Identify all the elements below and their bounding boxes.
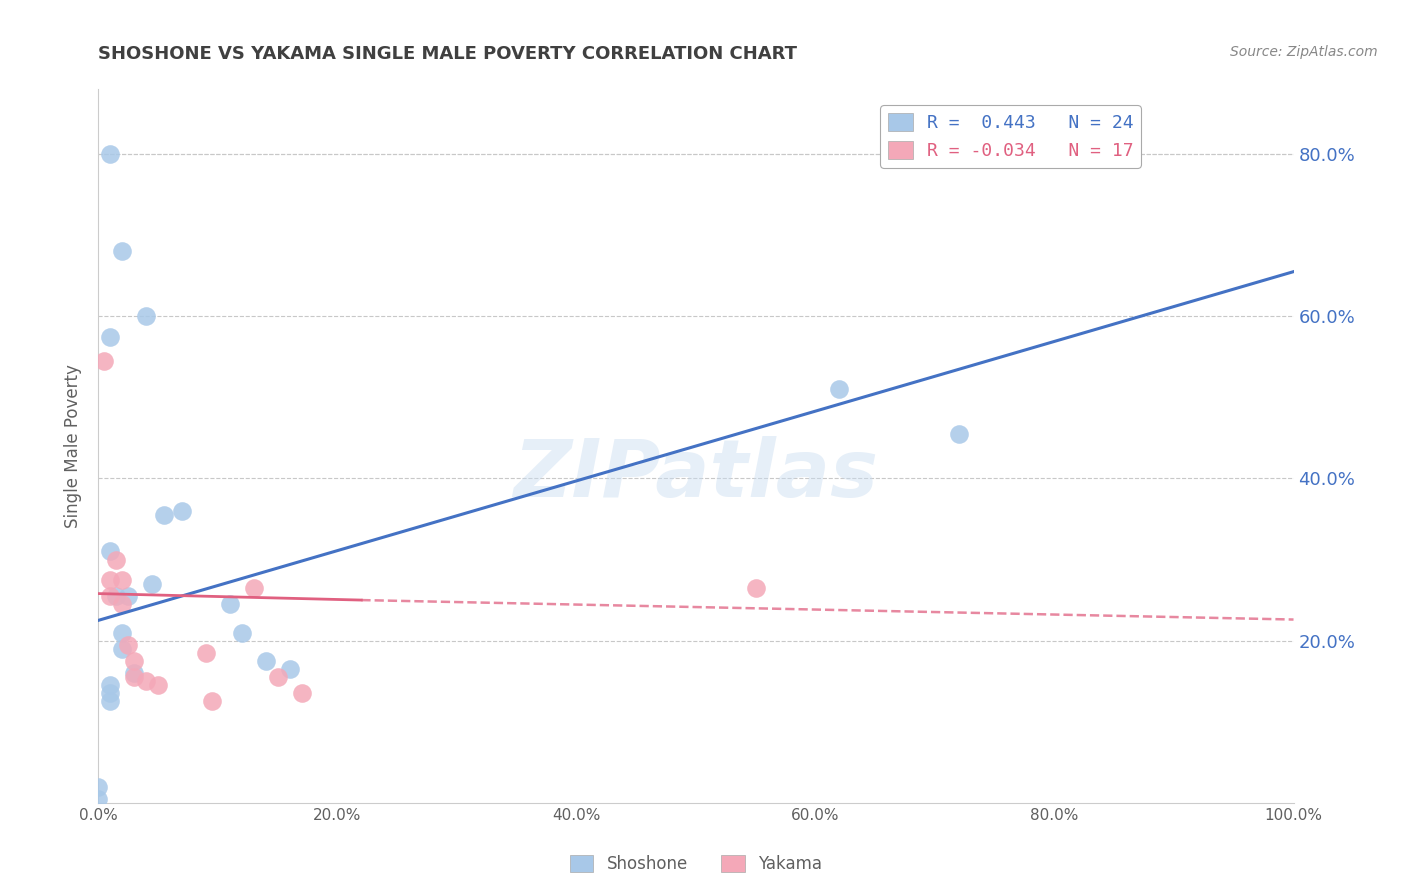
Point (267, 670, 290, 684)
Text: Source: ZipAtlas.com: Source: ZipAtlas.com (1230, 45, 1378, 59)
Point (124, 666, 146, 681)
Point (98, 589, 122, 603)
Point (141, 577, 163, 591)
Point (153, 508, 176, 522)
Point (194, 646, 218, 660)
Point (828, 382, 851, 396)
Point (111, 573, 134, 587)
Point (135, 674, 157, 689)
Point (219, 597, 242, 611)
Point (291, 686, 314, 700)
Y-axis label: Single Male Poverty: Single Male Poverty (65, 364, 83, 528)
Point (98, 678, 122, 692)
Point (111, 641, 134, 656)
Point (111, 244, 134, 259)
Point (98, 329, 122, 343)
Point (98, 147, 122, 161)
Point (124, 670, 146, 684)
Point (87, 791, 110, 805)
Point (117, 589, 139, 603)
Legend: Shoshone, Yakama: Shoshone, Yakama (564, 848, 828, 880)
Point (278, 662, 301, 676)
Point (201, 694, 224, 708)
Text: SHOSHONE VS YAKAMA SINGLE MALE POVERTY CORRELATION CHART: SHOSHONE VS YAKAMA SINGLE MALE POVERTY C… (98, 45, 797, 62)
Point (243, 581, 266, 595)
Point (105, 552, 128, 566)
Text: ZIPatlas: ZIPatlas (513, 435, 879, 514)
Point (948, 426, 970, 441)
Point (93, 354, 115, 368)
Point (117, 638, 139, 652)
Point (105, 589, 128, 603)
Point (98, 573, 122, 587)
Point (231, 625, 253, 640)
Point (124, 654, 146, 668)
Point (111, 625, 134, 640)
Point (254, 654, 277, 668)
Point (87, 780, 110, 794)
Point (98, 694, 122, 708)
Point (98, 686, 122, 700)
Point (172, 504, 194, 518)
Point (148, 678, 170, 692)
Point (98, 544, 122, 558)
Point (111, 597, 134, 611)
Point (745, 581, 768, 595)
Point (135, 310, 157, 324)
